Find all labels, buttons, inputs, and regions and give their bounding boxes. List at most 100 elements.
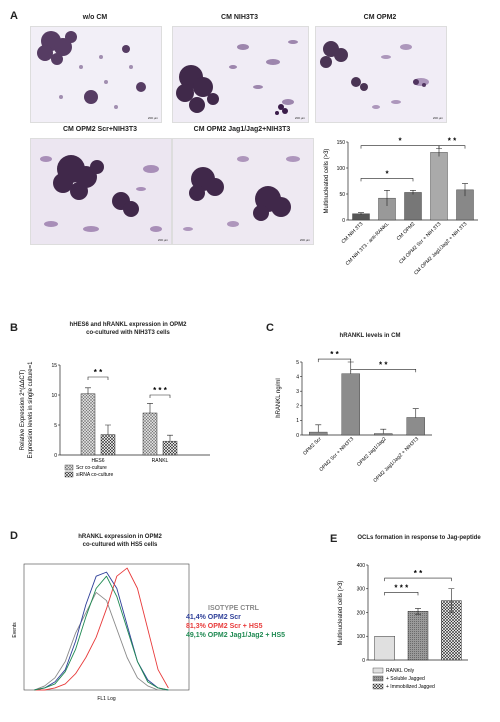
- x-tick-label-4: CM OPM2 Jag1/Jag2 + NIH 3T3: [413, 221, 468, 276]
- x-tick-label-1: OPM2 Scr + NIH3T3: [318, 436, 355, 473]
- micrograph-caption-1: w/o CM: [82, 14, 108, 21]
- sig-c-0-label: * *: [330, 350, 339, 359]
- x-axis-label: FL1 Log: [97, 696, 116, 702]
- y-axis-label: Multinucleated cells (>3): [324, 149, 330, 214]
- y-tick-label: 100: [357, 634, 366, 640]
- y-tick-label: 2: [296, 404, 299, 410]
- y-axis-label-2: Expression levels in single culture=1: [28, 361, 34, 459]
- micrograph-cm-opm2-scr: 200 μm: [30, 138, 172, 245]
- sig-b-1-label: * * *: [153, 386, 168, 395]
- legend-pct-1: 41,4%: [186, 614, 208, 621]
- histogram-line-2: [34, 567, 169, 691]
- micrograph-cm-opm2: 200 μm: [315, 26, 447, 123]
- micrograph-cm-opm2-scr-art: [31, 139, 171, 244]
- legend-label-1: siRNA co-culture: [76, 472, 113, 478]
- chart-e-ocl-formation: 0 100 200 300 400 Multinucleated cells (>3) * …: [338, 563, 468, 690]
- sig-e-1-label: * *: [414, 569, 423, 578]
- error-bar-0: [315, 424, 322, 433]
- legend-swatch-1: [372, 675, 384, 682]
- y-tick-label: 100: [337, 166, 346, 172]
- y-tick-label: 0: [362, 658, 365, 664]
- error-bar-2: [380, 428, 387, 434]
- sig-c-0-bracket: [317, 358, 352, 363]
- panel-label-e: E: [330, 533, 338, 545]
- chart-d-title-line2: co-cultured with HS5 cells: [82, 542, 158, 548]
- sig-a-2-label: * *: [448, 137, 457, 146]
- chart-b-title-line1: hHES6 and hRANKL expression in OPM2: [69, 322, 187, 328]
- y-axis-label: Events: [12, 622, 18, 638]
- y-axis-label: Multinucleated cells (>3): [338, 581, 344, 646]
- y-tick-label: 400: [357, 563, 366, 569]
- x-tick-label-1: RANKL: [152, 458, 169, 464]
- legend-name-3: OPM2 Jag1/Jag2 + HS5: [207, 632, 286, 639]
- micrograph-caption-4: CM OPM2 Scr+NIH3T3: [62, 126, 138, 133]
- y-tick-label: 0: [54, 453, 57, 459]
- error-bar-1-1: [167, 434, 173, 442]
- legend-label-0: Scr co-culture: [76, 465, 107, 471]
- legend-entry-2: 81,3% OPM2 Scr + HS5: [186, 622, 310, 631]
- micrograph-caption-3: CM OPM2: [363, 14, 397, 21]
- chart-c-title: hRANKL levels in CM: [339, 333, 401, 339]
- legend-entry-1: 41,4% OPM2 Scr: [186, 613, 310, 622]
- sig-c-1-bracket: [350, 369, 417, 373]
- y-tick-label: 10: [51, 393, 57, 399]
- error-bar-1: [384, 190, 390, 206]
- sig-e-0-label: * * *: [394, 583, 409, 592]
- bar-3: [430, 152, 448, 221]
- chart-d-flow-histogram: Events FL1 Log: [12, 563, 190, 702]
- sig-b-0-label: * *: [94, 368, 103, 377]
- panel-label-b: B: [10, 322, 18, 334]
- y-tick-label: 3: [296, 389, 299, 395]
- bar-1: [341, 373, 360, 436]
- micrograph-cm-opm2-jag-art: [173, 139, 313, 244]
- y-tick-label: 1: [296, 418, 299, 424]
- histogram-line-0: [34, 592, 169, 691]
- error-bar-0: [358, 212, 364, 215]
- micrograph-cm-opm2-jag: 200 μm: [172, 138, 314, 245]
- bar-0-1: [100, 434, 116, 456]
- x-tick-label-2: OPM2 Jag1/Jag2: [356, 436, 388, 468]
- legend-swatch-0: [372, 667, 384, 674]
- micrograph-cm-nih3t3: 200 μm: [172, 26, 309, 123]
- legend-name-0: ISOTYPE CTRL: [208, 605, 259, 612]
- y-tick-label: 5: [296, 360, 299, 366]
- error-bar-2: [448, 588, 455, 613]
- y-axis-label-1: Relative Expression 2^(ΔΔCT): [20, 370, 26, 451]
- sig-e-1-bracket: [384, 577, 452, 582]
- sig-a-1-bracket: [360, 145, 440, 149]
- legend-pct-3: 49,1%: [186, 632, 208, 639]
- scale-bar-1: 200 μm: [147, 116, 158, 120]
- x-tick-label-0: OPM2 Scr: [302, 436, 323, 457]
- micrograph-wo-cm: 200 μm: [30, 26, 162, 123]
- x-tick-label-2: CM OPM2: [396, 221, 417, 242]
- y-tick-label: 50: [339, 192, 345, 198]
- sig-a-2-bracket: [438, 145, 466, 149]
- legend-pct-2: 81,3%: [186, 623, 208, 630]
- legend-entry-0: ISOTYPE CTRL: [186, 604, 310, 613]
- histogram-line-3: [34, 575, 169, 691]
- micrograph-wo-cm-art: [31, 27, 161, 122]
- error-bar-2: [410, 190, 416, 195]
- bar-1-0: [142, 412, 158, 456]
- sig-e-0-bracket: [384, 592, 419, 596]
- bar-1: [407, 611, 429, 661]
- y-tick-label: 0: [342, 218, 345, 224]
- scale-bar-3: 200 μm: [432, 116, 443, 120]
- sig-b-0-bracket: [87, 376, 109, 380]
- sig-b-1-bracket: [149, 394, 171, 398]
- x-tick-label-0: HES6: [91, 458, 104, 464]
- scale-bar-5: 200 μm: [299, 238, 310, 242]
- y-tick-label: 200: [357, 610, 366, 616]
- panel-label-c: C: [266, 322, 274, 334]
- x-tick-label-1: CM NIH 3T3 - anti-RANKL: [345, 221, 391, 267]
- chart-b-title-line2: co-cultured with NIH3T3 cells: [86, 330, 170, 336]
- chart-d-title-line1: hRANKL expression in OPM2: [78, 534, 162, 540]
- chart-b-expression: 0 5 10 15 Relative Expression 2^(ΔΔCT) Expres…: [20, 361, 210, 478]
- micrograph-cm-opm2-art: [316, 27, 446, 122]
- y-tick-label: 15: [51, 363, 57, 369]
- legend-label-0: RANKL Only: [386, 668, 415, 674]
- error-bar-1: [415, 608, 421, 615]
- sig-c-1-label: * *: [379, 360, 388, 369]
- plot-frame: [23, 563, 190, 691]
- micrograph-caption-2: CM NIH3T3: [221, 14, 258, 21]
